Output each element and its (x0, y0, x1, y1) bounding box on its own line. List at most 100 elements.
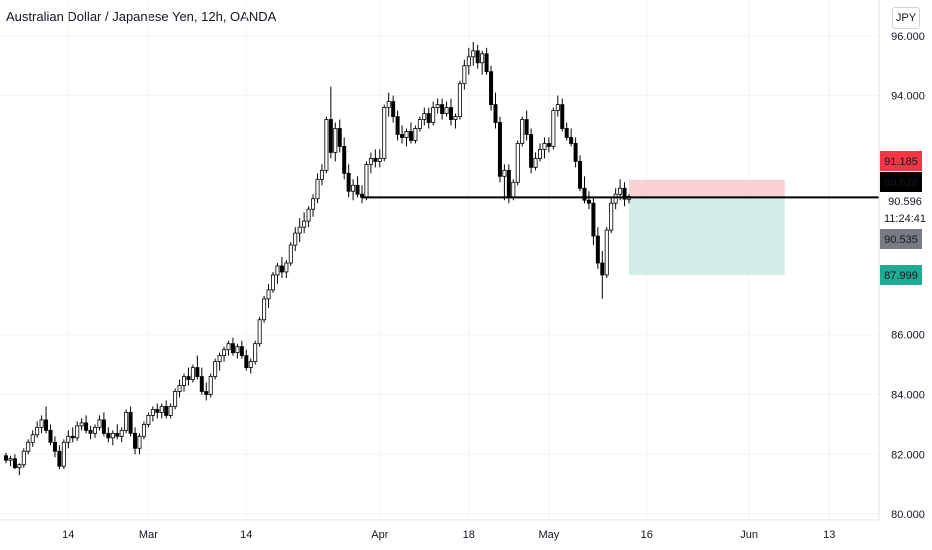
candle-body (270, 274, 275, 291)
candle-body (404, 131, 409, 138)
stop-loss-zone (629, 179, 785, 198)
candle-body (613, 193, 618, 204)
candle-body (17, 464, 22, 469)
candle-body (591, 202, 596, 237)
candle-body (395, 116, 400, 135)
candle-body (520, 119, 525, 144)
candle-body (257, 319, 262, 345)
candle-body (284, 262, 289, 273)
candle-body (342, 146, 347, 174)
candle-body (199, 376, 204, 392)
candle-body (84, 422, 89, 431)
candle-body (595, 235, 600, 264)
candle-body (448, 107, 453, 120)
candle-body (604, 229, 609, 276)
grid (0, 0, 879, 520)
target-price-tag (880, 264, 922, 285)
candle-body (560, 104, 565, 129)
time-tick-label: May (539, 529, 560, 541)
candle-body (600, 262, 605, 276)
candle-body (181, 376, 186, 386)
price-tags: 91.185 90.628 90.596 11:24:41 90.535 87.999 (880, 151, 926, 285)
candle-body (529, 134, 534, 168)
candle-body (453, 116, 458, 120)
candle-body (324, 119, 329, 171)
candle-body (235, 346, 240, 354)
candle-body (39, 419, 44, 428)
candle-body (30, 434, 35, 443)
candle-body (101, 419, 106, 434)
candle-body (168, 406, 173, 416)
candle-body (128, 412, 133, 434)
candle-body (146, 415, 151, 425)
candle-body (538, 149, 543, 159)
candle-body (408, 131, 413, 141)
stop-price-tag (880, 151, 922, 171)
candle-body (315, 178, 320, 200)
candle-body (475, 50, 480, 64)
price-axis[interactable]: 80.000 82.000 84.000 86.000 94.000 96.000 (891, 31, 925, 521)
bar-countdown: 11:24:41 (884, 213, 926, 225)
candle-body (248, 361, 253, 368)
time-tick-label: Apr (371, 529, 388, 541)
time-axis[interactable]: 14 Mar 14 Apr 18 May 16 Jun 13 (62, 529, 835, 541)
candle-body (52, 441, 57, 452)
candle-body (208, 376, 213, 395)
prev-price-value: 90.535 (884, 234, 918, 246)
candle-body (457, 83, 462, 117)
candle-body (110, 432, 115, 439)
candle-body (569, 137, 574, 144)
price-tick-label: 82.000 (891, 449, 925, 461)
candle-body (306, 208, 311, 222)
candle-body (159, 406, 164, 413)
candle-body (297, 226, 302, 234)
candle-body (293, 232, 298, 246)
price-tick-label: 84.000 (891, 389, 925, 401)
candle-body (213, 361, 218, 377)
price-tick-label: 80.000 (891, 509, 925, 521)
candle-body (93, 426, 98, 434)
candle-body (97, 419, 102, 428)
candle-body (355, 184, 360, 195)
time-tick-label: Jun (740, 529, 758, 541)
candle-body (493, 104, 498, 123)
currency-unit-button[interactable]: JPY (892, 7, 920, 29)
candle-body (466, 56, 471, 67)
candle-body (239, 346, 244, 357)
candle-body (57, 450, 62, 467)
candle-body (155, 409, 160, 413)
candle-body (417, 119, 422, 129)
candle-body (204, 391, 209, 395)
last-price-value: 90.628 (884, 177, 918, 189)
candle-body (391, 101, 396, 117)
candle-body (275, 265, 280, 276)
candle-body (489, 71, 494, 105)
candle-body (622, 187, 627, 200)
candle-body (244, 355, 249, 368)
candle-body (480, 53, 485, 64)
candle-body (551, 110, 556, 147)
candle-body (440, 104, 445, 114)
candle-body (555, 104, 560, 111)
candle-body (582, 187, 587, 201)
candle-body (217, 355, 222, 363)
candle-body (266, 289, 271, 300)
price-tick-label: 94.000 (891, 91, 925, 103)
last-price-tag (880, 172, 922, 192)
position-zones[interactable] (629, 179, 785, 275)
candle-body (426, 113, 431, 123)
candle-body (328, 119, 333, 153)
candle-body (484, 53, 489, 73)
prev-price-tag (880, 229, 922, 249)
candle-body (141, 423, 146, 437)
candle-body (150, 409, 155, 416)
candle-body (75, 425, 80, 439)
candle-body (373, 157, 378, 162)
candle-body (8, 458, 13, 461)
candle-body (164, 406, 169, 416)
candle-body (368, 157, 373, 165)
time-tick-label: 13 (823, 529, 835, 541)
candle-body (609, 202, 614, 231)
price-line-label: 90.596 (888, 196, 922, 208)
